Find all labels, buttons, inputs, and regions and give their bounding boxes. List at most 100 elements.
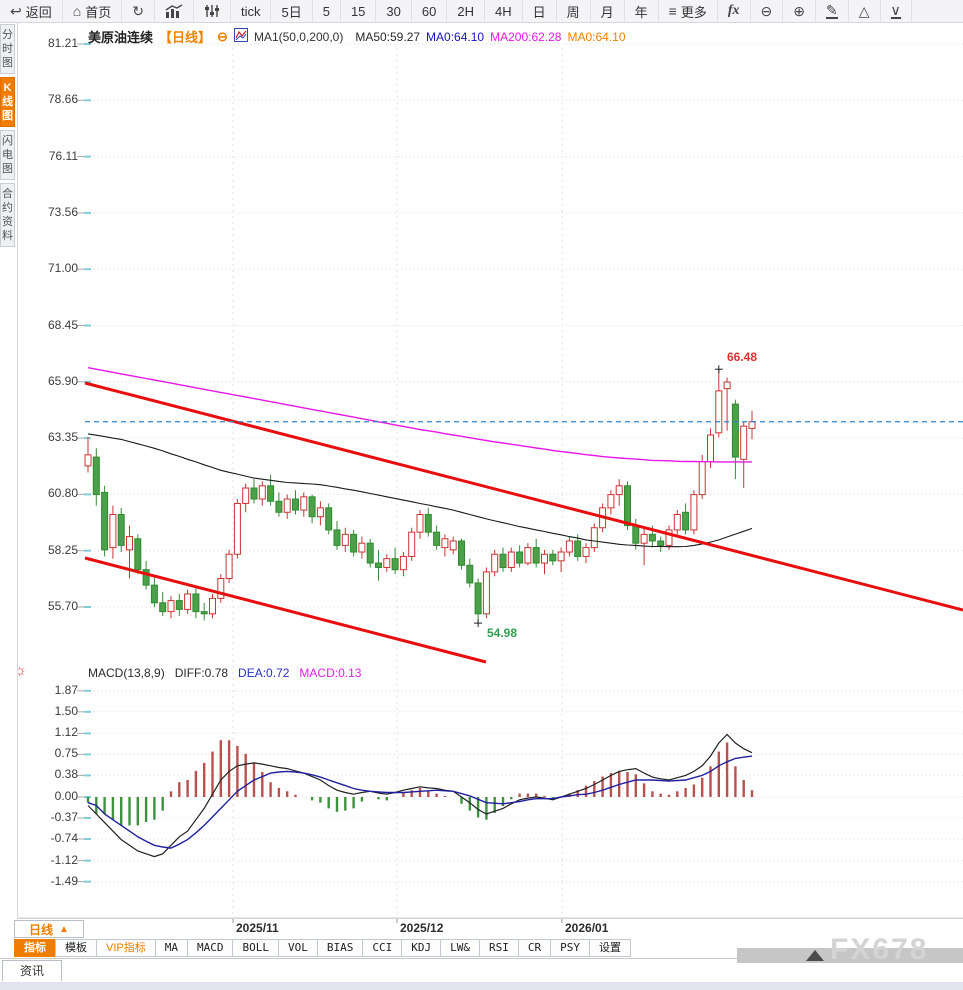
ma-value-label: MA0:64.10 [426,30,485,44]
macd-axis-label: 0.00 [54,789,78,803]
toolbar-zoom-out[interactable]: ⊖ [751,0,784,22]
indicator-tab-LW&[interactable]: LW& [440,939,480,957]
macd-header-row: MACD(13,8,9) DIFF:0.78 DEA:0.72 MACD:0.1… [88,666,361,680]
toolbar-day-button[interactable]: 日 [523,0,557,22]
toolbar-5d-button[interactable]: 5日 [271,0,313,22]
indicator-tab-KDJ[interactable]: KDJ [401,939,442,957]
chart-title-row: 美原油连续 【日线】 ⊖ MA1(50,0,200,0) MA50:59.27 M… [88,27,626,46]
horizontal-scrollbar[interactable] [737,948,963,963]
macd-axis-label: 1.50 [54,703,78,718]
bar-chart-icon [165,4,183,18]
toolbar-item-label: 5 [322,3,330,19]
toolbar-min15-button[interactable]: 15 [341,0,377,22]
indicator-tab-MA[interactable]: MA [154,939,188,957]
price-axis-label: 73.56 [47,204,78,219]
toolbar-equalizer[interactable] [194,0,231,22]
indicator-tab-设置[interactable]: 设置 [588,939,631,957]
menu-icon: ≡ [668,3,677,19]
toolbar-refresh[interactable]: ↻ [122,0,155,22]
ma-settings-label: MA1(50,0,200,0) [253,29,344,44]
toolbar-back[interactable]: ↩ 返回 [0,0,63,22]
indicator-tab-RSI[interactable]: RSI [478,939,519,957]
toolbar-item-label: 月 [600,4,614,20]
toolbar-home[interactable]: ⌂ 首页 [63,0,123,22]
toolbar-item-label: 首页 [85,4,112,20]
ma-value-label: MA50:59.27 [355,30,421,44]
macd-axis-label: 0.75 [54,746,78,761]
macd-axis-label: 0.38 [54,767,78,782]
indicator-tab-MACD[interactable]: MACD [186,939,234,957]
toolbar-item-label: 30 [386,3,401,19]
toolbar-chart-style[interactable] [155,0,194,22]
refresh-icon: ↻ [132,3,144,19]
date-axis-label: 2026/01 [565,921,609,935]
sidebar-item-time-share[interactable]: 分时图 [0,24,15,74]
zoom-out-icon: ⊖ [760,3,773,19]
toolbar-zoom-in[interactable]: ⊕ [783,0,816,22]
price-axis-label: 71.00 [47,261,78,276]
date-axis-label: 2025/12 [400,921,444,935]
sliders-icon [204,4,220,18]
price-axis-label: 81.21 [47,36,78,50]
high-price-annotation: 66.48 [727,350,758,364]
toolbar-formula[interactable]: fx [718,0,751,22]
collapse-pane-icon[interactable]: ⊖ [217,28,228,44]
toolbar-week-button[interactable]: 周 [557,0,591,22]
macd-axis-label: -1.12 [50,852,78,867]
formula-icon: fx [727,3,740,18]
period-selector-button[interactable]: 日线 ▲ [14,920,84,938]
xaxis-divider [17,918,963,919]
toolbar-shapes[interactable]: △ [849,0,881,22]
macd-diff-value: DIFF:0.78 [174,666,229,680]
toolbar-year-button[interactable]: 年 [625,0,659,22]
toolbar-item-label: tick [240,3,261,19]
back-arrow-icon: ↩ [10,3,22,19]
indicator-tab-PSY[interactable]: PSY [550,939,590,957]
news-tab[interactable]: 资讯 [2,960,62,981]
indicator-tab-指标[interactable]: 指标 [14,939,56,957]
toolbar-collapse[interactable]: ∨ [881,0,912,22]
toolbar-2h-button[interactable]: 2H [447,0,485,22]
indicator-tab-BOLL[interactable]: BOLL [232,939,279,957]
triangle-icon: △ [858,3,870,19]
indicator-tab-CCI[interactable]: CCI [362,939,403,957]
toolbar-item-label: 年 [634,4,648,20]
chevron-up-icon: ▲ [59,923,69,935]
toolbar-more[interactable]: ≡ 更多 [659,0,718,22]
indicator-tab-模板[interactable]: 模板 [55,939,97,957]
toolbar-item-label: 4H [494,3,512,19]
toolbar-min30-button[interactable]: 30 [376,0,412,22]
symbol-name: 美原油连续 [88,30,154,45]
indicator-tabs-row: 指标 模板 VIP指标 MA MACD BOLL VOL BIAS CCI KDJ LW& RSI CR… [0,939,963,958]
bottom-status-strip [0,982,963,990]
indicator-tab-BIAS[interactable]: BIAS [316,939,364,957]
ma-values: MA50:59.27 MA0:64.10 MA200:62.28 MA0:64.10 [349,29,625,44]
indicator-tab-VIP指标[interactable]: VIP指标 [96,939,156,957]
indicator-tab-CR[interactable]: CR [517,939,552,957]
toolbar-min5-button[interactable]: 5 [313,0,341,22]
toolbar-tick-button[interactable]: tick [231,0,272,22]
macd-axis-label: -0.74 [50,831,78,846]
scrollbar-arrow-icon[interactable] [806,950,824,961]
toolbar-month-button[interactable]: 月 [591,0,625,22]
toolbar-draw[interactable]: ✎ [816,0,849,22]
fx678-watermark: FX678 [830,933,929,966]
pencil-icon: ✎ [825,2,838,19]
sidebar-item-contract-info[interactable]: 合约资料 [0,183,15,247]
price-axis-label: 63.35 [47,430,78,445]
date-axis-label: 2025/11 [236,921,279,935]
period-tag: 【日线】 [159,30,212,45]
price-axis-label: 65.90 [47,373,78,388]
toolbar-4h-button[interactable]: 4H [485,0,523,22]
price-axis-label: 60.80 [47,486,78,501]
indicator-tab-VOL[interactable]: VOL [277,939,318,957]
price-axis-label: 55.70 [47,599,78,613]
price-axis-label: 68.45 [47,317,78,332]
sidebar-item-lightning[interactable]: 闪电图 [0,130,15,180]
macd-title: MACD(13,8,9) [88,666,165,680]
macd-axis-label: -0.37 [50,810,78,825]
toolbar-min60-button[interactable]: 60 [412,0,448,22]
